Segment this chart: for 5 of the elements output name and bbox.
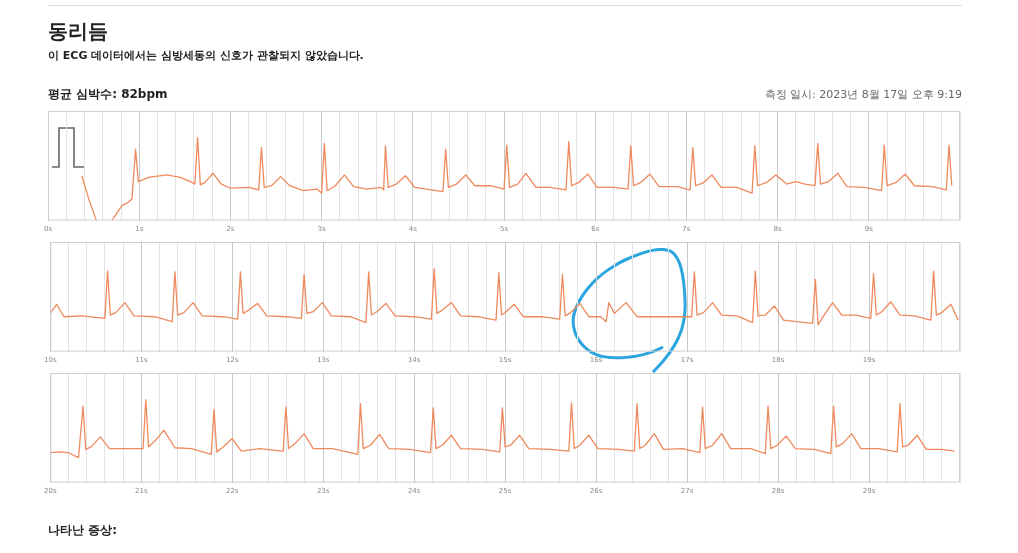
text: 측정 일시: 2023년 8월 17일 오후 9:19 [764, 87, 962, 102]
text: 평균 심박수: 82bpm [48, 86, 168, 103]
chart-title: 동리듬 [48, 18, 108, 45]
text: 나타난 증상: [48, 522, 117, 539]
chart-subtitle: 이 ECG 데이터에서는 심방세동의 신호가 관찰되지 않았습니다. [48, 48, 364, 63]
